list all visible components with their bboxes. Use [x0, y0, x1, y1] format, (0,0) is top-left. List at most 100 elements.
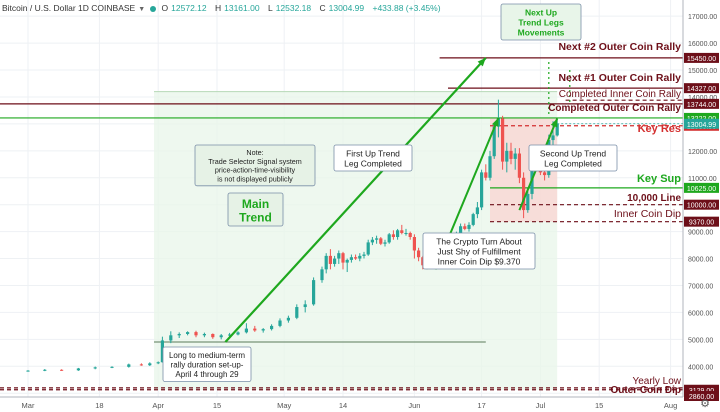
candle [387, 234, 391, 243]
candle [228, 334, 232, 336]
ohlc-change: +433.88 (+3.45%) [372, 3, 441, 13]
candle [526, 193, 530, 211]
candle [345, 259, 349, 263]
candle [236, 332, 240, 335]
price-tick-label: 6000.00 [688, 310, 713, 317]
candle [253, 328, 257, 331]
price-tick-label: 15000.00 [688, 68, 717, 75]
candle [370, 239, 374, 243]
candle [110, 366, 114, 368]
second-leg-arrow-head [550, 118, 558, 128]
candle [328, 255, 332, 264]
level-label: Next #1 Outer Coin Rally [558, 72, 681, 84]
ohlc-high: H 13161.00 [214, 3, 260, 13]
candle [459, 226, 463, 235]
main-trend-text: Trend [239, 211, 272, 225]
price-tag [684, 216, 719, 227]
candle [467, 224, 471, 229]
candle [396, 230, 400, 238]
candle [358, 255, 362, 259]
note-text: is not displayed publicly [217, 174, 293, 183]
candle [76, 368, 80, 371]
long-medium-box [162, 346, 252, 382]
candle [492, 126, 496, 157]
crypto-turn-text: The Crypto Turn About [436, 237, 522, 247]
candle [160, 340, 164, 363]
ohlc-low: L 12532.18 [267, 3, 312, 13]
candle [366, 242, 370, 255]
main-trend-arrow [224, 57, 487, 343]
candle [295, 307, 299, 318]
candle [60, 369, 64, 371]
price-tag-label: 14327.00 [687, 86, 716, 93]
next-up-text: Next Up [525, 8, 557, 18]
chevron-down-icon[interactable]: ▼ [138, 6, 146, 13]
candle [412, 237, 416, 251]
long-medium-text: April 4 through 29 [175, 370, 239, 379]
time-tick-label: Aug [664, 401, 677, 410]
candle [522, 177, 526, 211]
candle [333, 258, 337, 264]
candle [43, 369, 47, 371]
crypto-turn-box [422, 232, 536, 270]
first-up-box [333, 144, 413, 172]
price-tick-label: 12000.00 [688, 149, 717, 156]
candle [26, 370, 30, 372]
candle [513, 153, 517, 159]
candle [505, 150, 509, 162]
candle [471, 214, 475, 225]
candle [211, 333, 215, 338]
price-tick-label: 5000.00 [688, 337, 713, 344]
price-tick-label: 11000.00 [688, 176, 717, 183]
candle [517, 153, 521, 178]
candle [139, 364, 143, 366]
next-up-text: Trend Legs [518, 18, 564, 28]
candle [177, 333, 181, 336]
price-tag-label: 10625.00 [687, 186, 716, 193]
time-tick-label: Jun [408, 401, 420, 410]
candle [480, 172, 484, 208]
main-trend-box [227, 192, 284, 227]
symbol-title[interactable]: Bitcoin / U.S. Dollar 1D COINBASE [2, 3, 136, 13]
first-up-text: Leg Completed [344, 159, 402, 169]
last-price-label: 13004.99 [687, 122, 716, 129]
candle [501, 118, 505, 162]
candle [375, 238, 379, 240]
candle [194, 332, 198, 336]
level-label: Yearly Low [632, 376, 681, 387]
candle [244, 328, 248, 333]
gear-icon[interactable]: ⚙ [700, 398, 710, 410]
candle [324, 255, 328, 270]
price-tick-label: 4000.00 [688, 364, 713, 371]
next-up-text: Movements [518, 28, 565, 38]
price-tick-label: 8000.00 [688, 257, 713, 264]
candle [341, 253, 345, 263]
time-tick-label: 18 [95, 401, 103, 410]
note-text: Note: [246, 148, 263, 157]
main-trend-text: Main [242, 197, 269, 211]
candle [391, 234, 395, 238]
time-tick-label: May [277, 401, 291, 410]
candle [488, 156, 492, 178]
price-tag [684, 199, 719, 210]
candle [303, 304, 307, 308]
candle [148, 363, 152, 366]
candle [261, 329, 265, 331]
crypto-turn-text: Inner Coin Dip $9.370 [438, 257, 521, 267]
candle [169, 335, 173, 341]
price-tag [684, 182, 719, 193]
note-box [194, 144, 316, 187]
long-medium-text: rally duration set-up- [171, 361, 244, 370]
level-label: Inner Coin Dip [614, 208, 681, 220]
candle [270, 325, 274, 330]
main-trend-arrow-head [477, 57, 486, 67]
price-tag [684, 384, 719, 395]
candle [475, 207, 479, 215]
last-price-tag [684, 118, 719, 129]
long-medium-text: Long to medium-term [169, 351, 245, 360]
time-tick-label: 15 [595, 401, 603, 410]
time-axis-bg [0, 397, 683, 412]
candle [404, 232, 408, 234]
candle [509, 150, 513, 159]
second-up-text: Second Up Trend [540, 149, 606, 159]
